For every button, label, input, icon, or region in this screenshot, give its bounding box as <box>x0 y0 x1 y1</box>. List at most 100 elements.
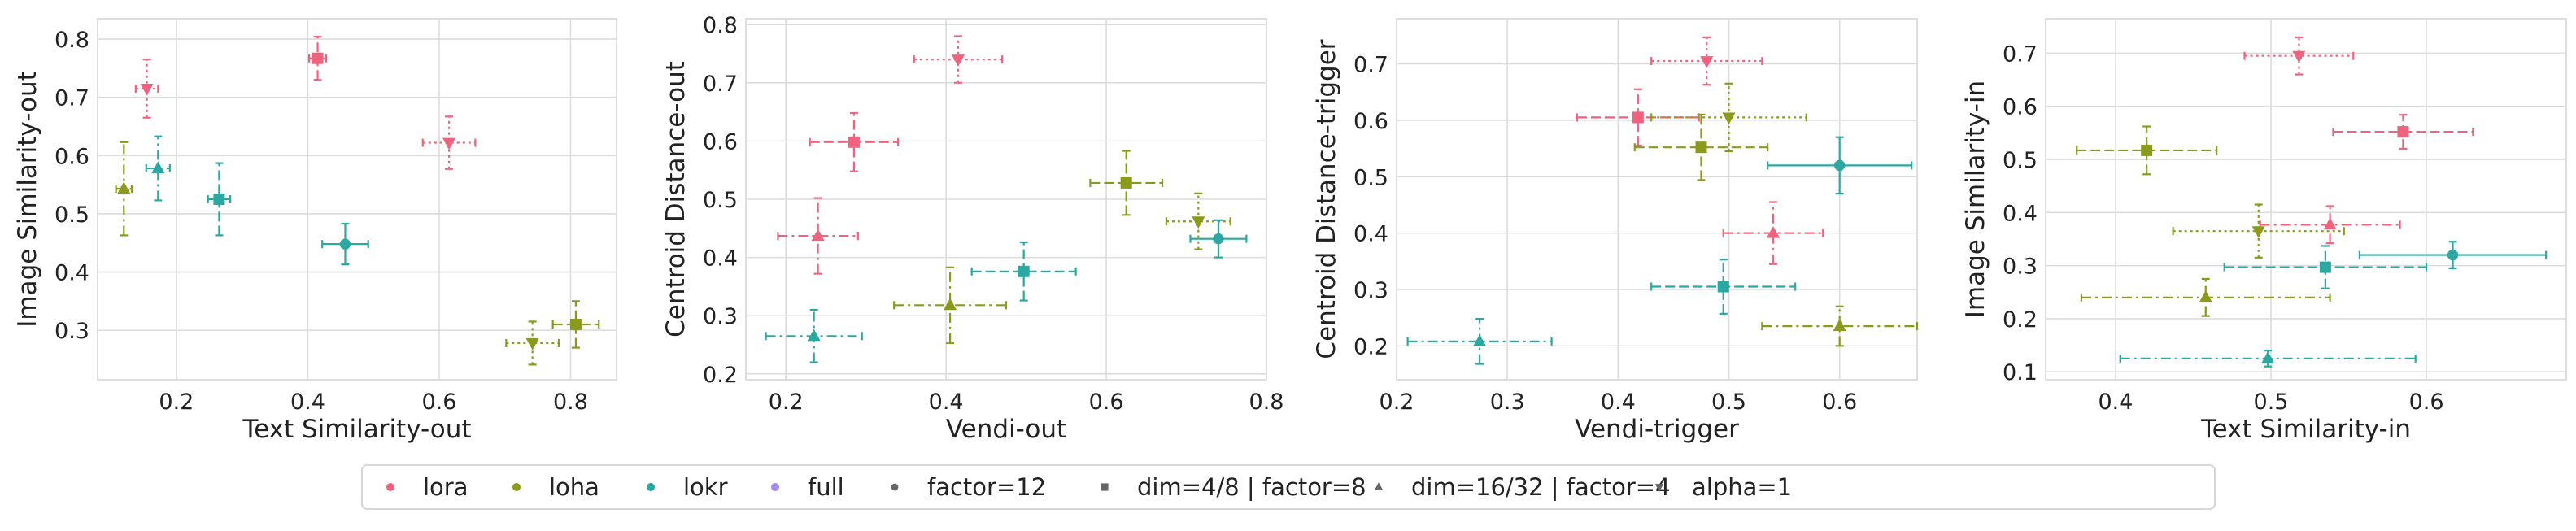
y-tick-label: 0.6 <box>54 144 89 169</box>
marker-square <box>2319 261 2331 273</box>
y-tick-label: 0.3 <box>54 319 89 344</box>
marker-square <box>1632 111 1644 124</box>
y-tick-label: 0.8 <box>54 28 89 53</box>
legend-label: lora <box>423 473 469 501</box>
data-point-loha-square <box>551 300 600 349</box>
data-point-lora-triangle-down <box>913 35 1004 84</box>
legend-item-2: lokr <box>647 473 728 501</box>
x-tick-label: 0.2 <box>1380 390 1414 415</box>
data-point-loha-square <box>2076 125 2218 176</box>
y-tick-label: 0.4 <box>2003 201 2038 226</box>
legend-item-0: lora <box>386 473 469 501</box>
y-tick-label: 0.7 <box>2003 41 2038 67</box>
y-tick-label: 0.5 <box>703 188 738 213</box>
y-tick-label: 0.7 <box>1353 53 1388 78</box>
legend-label: dim=4/8 | factor=8 <box>1137 473 1366 501</box>
legend-item-7: alpha=1 <box>1654 473 1792 501</box>
marker-triangle-up <box>1766 225 1781 238</box>
y-tick-label: 0.5 <box>1353 165 1388 190</box>
x-axis-label: Text Similarity-out <box>242 415 471 444</box>
data-point-lora-triangle-down <box>421 115 477 170</box>
y-axis-label: Image Similarity-in <box>1961 81 1990 318</box>
x-tick-label: 0.2 <box>769 390 804 415</box>
legend-swatch <box>647 483 655 491</box>
marker-triangle-down <box>2251 226 2265 238</box>
marker-triangle-up <box>2199 290 2212 302</box>
legend-item-3: full <box>771 473 844 501</box>
x-tick-label: 0.4 <box>2098 390 2133 415</box>
x-axis-label: Text Similarity-in <box>2200 415 2411 444</box>
marker-square <box>213 194 225 205</box>
marker-triangle-up <box>1473 334 1487 346</box>
data-point-lokr-circle <box>1189 219 1248 259</box>
data-point-lokr-triangle-up <box>1406 317 1553 365</box>
y-tick-label: 0.5 <box>54 202 89 228</box>
data-point-lora-square <box>809 111 900 172</box>
marker-circle <box>1213 233 1224 245</box>
x-tick-label: 0.8 <box>1249 390 1284 415</box>
marker-triangle-down <box>1192 216 1205 229</box>
marker-triangle-up <box>1833 319 1846 332</box>
data-point-loha-square <box>1633 113 1769 181</box>
data-point-loha-triangle-up <box>1761 305 1919 347</box>
subplot-3: 0.2 0.3 0.4 0.5 0.6 0.2 0.3 0.4 0.5 0.6 0.7 Vendi-t… <box>1312 18 1919 444</box>
legend-marker-triangle-up <box>1374 482 1384 490</box>
legend-swatch <box>386 483 394 491</box>
marker-triangle-up <box>117 181 131 194</box>
data-point-lora-square <box>1576 88 1700 147</box>
marker-square <box>2141 144 2153 156</box>
data-point-lokr-square <box>970 241 1077 302</box>
marker-triangle-down <box>1700 56 1714 68</box>
y-tick-label: 0.7 <box>54 86 89 111</box>
y-tick-label: 0.2 <box>1353 334 1388 359</box>
legend-item-1: loha <box>512 473 599 501</box>
y-tick-label: 0.8 <box>703 13 738 38</box>
marker-square <box>1018 265 1030 277</box>
marker-square <box>1717 281 1729 293</box>
data-point-lora-triangle-up <box>2259 205 2401 245</box>
x-tick-label: 0.4 <box>1601 390 1636 415</box>
marker-triangle-up <box>944 298 957 311</box>
data-point-lokr-circle <box>2358 241 2548 269</box>
data-point-lokr-triangle-up <box>2119 349 2417 368</box>
legend-item-6: dim=16/32 | factor=4 <box>1374 473 1671 501</box>
legend-marker-circle <box>891 483 899 491</box>
data-point-lora-triangle-down <box>1650 36 1763 86</box>
data-point-loha-triangle-down <box>505 320 560 366</box>
y-tick-label: 0.4 <box>1353 222 1388 247</box>
y-axis-label: Image Similarity-out <box>13 71 42 328</box>
axes-frame <box>2045 18 2567 381</box>
y-tick-label: 0.7 <box>703 72 738 97</box>
data-point-lora-square <box>307 36 328 81</box>
marker-triangle-down <box>2292 50 2306 63</box>
marker-circle <box>2447 249 2459 261</box>
data-point-lokr-square <box>1650 259 1797 315</box>
x-axis-label: Vendi-out <box>946 415 1066 444</box>
data-point-lokr-triangle-up <box>765 308 863 363</box>
legend-swatch <box>771 483 779 491</box>
y-tick-label: 0.4 <box>54 261 89 286</box>
marker-triangle-down <box>951 54 965 67</box>
marker-triangle-down <box>442 137 456 150</box>
x-tick-label: 0.3 <box>1490 390 1525 415</box>
legend-label: factor=12 <box>927 473 1046 501</box>
marker-circle <box>339 238 351 250</box>
marker-circle <box>1834 159 1846 172</box>
legend-marker-square <box>1101 483 1109 491</box>
marker-triangle-up <box>807 329 821 342</box>
x-tick-label: 0.6 <box>421 390 456 415</box>
data-point-loha-triangle-up <box>2080 277 2331 317</box>
legend-item-5: dim=4/8 | factor=8 <box>1101 473 1366 501</box>
marker-square <box>1120 176 1132 189</box>
data-point-lokr-circle <box>1767 136 1913 195</box>
x-tick-label: 0.6 <box>2409 390 2444 415</box>
legend-label: lokr <box>683 473 728 501</box>
data-point-loha-triangle-up <box>893 266 1008 344</box>
data-point-lora-square <box>2332 114 2474 150</box>
x-tick-label: 0.6 <box>1822 390 1857 415</box>
legend-label: dim=16/32 | factor=4 <box>1411 473 1671 501</box>
marker-triangle-down <box>1722 112 1736 125</box>
data-point-lora-triangle-up <box>777 197 859 275</box>
